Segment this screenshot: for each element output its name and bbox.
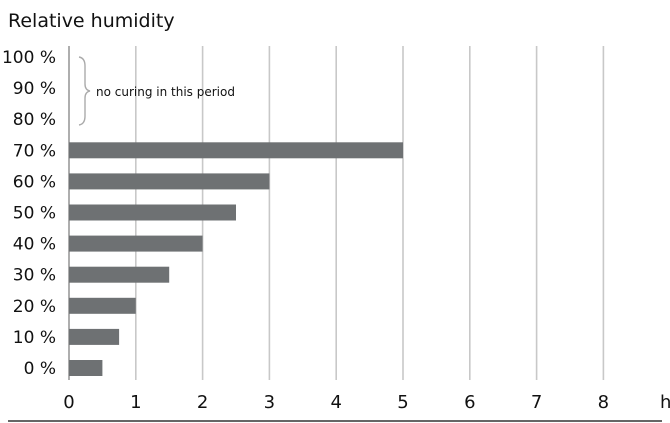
bar-30-percent xyxy=(69,266,170,283)
y-tick-label: 40 % xyxy=(13,235,56,255)
x-tick-label: 8 xyxy=(598,392,609,413)
x-tick-labels: 0 1 2 3 4 5 6 7 8 xyxy=(63,392,609,413)
annotation-brace xyxy=(78,56,91,126)
bar-20-percent xyxy=(69,297,136,314)
bar-60-percent xyxy=(69,173,270,190)
chart-title: Relative humidity xyxy=(8,10,175,32)
bar-40-percent xyxy=(69,235,203,252)
y-tick-label: 90 % xyxy=(13,79,56,99)
bar-10-percent xyxy=(69,328,120,345)
y-tick-label: 100 % xyxy=(2,48,56,68)
x-tick-label: 7 xyxy=(531,392,542,413)
gridlines xyxy=(68,46,605,380)
y-tick-label: 10 % xyxy=(13,328,56,348)
y-tick-labels: 100 % 90 % 80 % 70 % 60 % 50 % 40 % 30 % 20 % 10 … xyxy=(2,48,56,379)
x-tick-label: 4 xyxy=(330,392,341,413)
bar-0-percent xyxy=(69,360,103,376)
y-tick-label: 60 % xyxy=(13,172,56,192)
y-tick-label: 50 % xyxy=(13,204,56,224)
y-tick-label: 80 % xyxy=(13,110,56,130)
x-tick-label: 5 xyxy=(397,392,408,413)
y-tick-label: 30 % xyxy=(13,266,56,286)
bars xyxy=(69,142,403,376)
x-unit-label: h xyxy=(660,392,670,413)
x-tick-label: 2 xyxy=(197,392,208,413)
x-tick-label: 0 xyxy=(63,392,74,413)
y-tick-label: 20 % xyxy=(13,297,56,317)
y-tick-label: 0 % xyxy=(24,359,56,379)
y-tick-label: 70 % xyxy=(13,141,56,161)
x-tick-label: 6 xyxy=(464,392,475,413)
x-tick-label: 3 xyxy=(264,392,275,413)
bar-50-percent xyxy=(69,204,236,221)
x-tick-label: 1 xyxy=(130,392,141,413)
bar-70-percent xyxy=(69,142,403,159)
annotation-text: no curing in this period xyxy=(96,85,235,99)
